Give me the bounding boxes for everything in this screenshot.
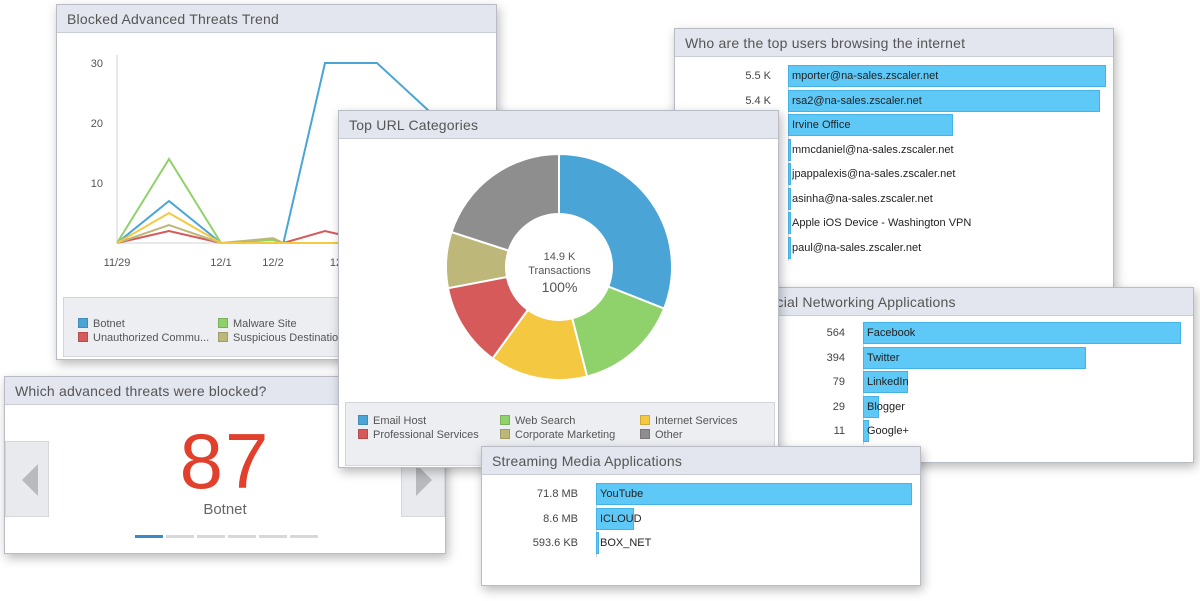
chevron-left-icon [22,464,38,496]
bar[interactable] [788,236,791,259]
bar-label[interactable]: mporter@na-sales.zscaler.net [792,70,939,82]
bar-value: 5.4 K [745,94,771,107]
y-tick-label: 10 [91,178,103,190]
legend-item-other[interactable]: Other [640,429,683,441]
bar[interactable] [863,346,1086,369]
pager-dot[interactable] [228,535,256,538]
bar-label[interactable]: mmcdaniel@na-sales.zscaler.net [792,143,954,156]
bar[interactable] [788,114,953,136]
legend-swatch [78,318,88,328]
bar-label[interactable]: rsa2@na-sales.zscaler.net [792,94,922,107]
x-tick-label: 12/1 [210,257,231,269]
bar-label[interactable]: ICLOUD [600,512,642,525]
legend-swatch [358,429,368,439]
bar-value: 593.6 KB [532,537,578,549]
legend-item-suspicious[interactable]: Suspicious Destinatio [218,332,338,344]
legend-swatch [78,332,88,342]
threats-trend-title: Blocked Advanced Threats Trend [57,5,496,33]
url-categories-donut [445,152,673,381]
bar-value: 8.6 MB [543,512,578,525]
bar[interactable] [863,420,869,442]
bar-label[interactable]: asinha@na-sales.zscaler.net [792,192,933,205]
legend-item-internet-services[interactable]: Internet Services [640,415,738,427]
pager-dot[interactable] [135,535,163,538]
bar-label[interactable]: Blogger [867,400,905,413]
bar-label[interactable]: BOX_NET [600,537,652,549]
bar-value: 5.5 K [745,70,771,82]
streaming-media-panel: Streaming Media Applications 71.8 MB YouT… [481,446,921,586]
bar[interactable] [788,89,1100,112]
legend-item-professional-services[interactable]: Professional Services [358,429,479,441]
donut-slice[interactable] [558,152,673,310]
bar-value: 564 [826,327,845,339]
bar-label[interactable]: Facebook [867,327,916,339]
social-networking-title: Social Networking Applications [749,288,1193,316]
legend-item-malware-site[interactable]: Malware Site [218,318,297,330]
bar-label[interactable]: Apple iOS Device - Washington VPN [792,217,972,229]
legend-swatch [500,415,510,425]
chevron-right-icon [416,464,432,496]
bar-label[interactable]: jpappalexis@na-sales.zscaler.net [792,168,956,180]
legend-item-unauthorized[interactable]: Unauthorized Commu... [78,332,209,344]
bar[interactable] [596,507,634,530]
bar[interactable] [863,322,1181,344]
pager-dot[interactable] [197,535,225,538]
pager-dot[interactable] [166,535,194,538]
legend-item-web-search[interactable]: Web Search [500,415,575,427]
previous-button[interactable] [5,441,49,517]
bar-label[interactable]: LinkedIn [867,376,909,388]
bar-label[interactable]: Twitter [867,351,900,364]
legend-item-corporate-marketing[interactable]: Corporate Marketing [500,429,615,441]
legend-item-email-host[interactable]: Email Host [358,415,426,427]
pager-dot[interactable] [290,535,318,538]
bar-label[interactable]: Irvine Office [792,119,851,131]
donut-center-label: Transactions [528,265,591,277]
y-tick-label: 20 [91,118,103,130]
blocked-count: 87 [179,417,271,505]
legend-swatch [218,332,228,342]
streaming-media-title: Streaming Media Applications [482,447,920,475]
x-tick-label: 12/2 [262,257,283,269]
bar[interactable] [596,532,599,554]
bar-value: 394 [826,351,845,364]
bar-value: 11 [833,425,845,437]
y-tick-label: 30 [91,58,103,70]
bar[interactable] [788,212,791,234]
x-tick-label: 11/29 [104,257,131,269]
bar-value: 29 [832,400,845,413]
bar-label[interactable]: paul@na-sales.zscaler.net [792,241,922,254]
bar[interactable] [788,65,1106,87]
legend-swatch [218,318,228,328]
bar[interactable] [788,163,791,185]
bar[interactable] [788,138,791,161]
bar-label[interactable]: Google+ [867,425,909,437]
pager-dot[interactable] [259,535,287,538]
bar[interactable] [863,395,879,418]
donut-slice[interactable] [450,152,560,252]
legend-swatch [500,429,510,439]
legend-swatch [640,429,650,439]
bar-value: 79 [832,376,845,388]
bar-label[interactable]: YouTube [600,488,644,500]
bar-value: 71.8 MB [537,488,578,500]
legend-swatch [640,415,650,425]
blocked-threat-type: Botnet [203,501,247,518]
donut-center-value: 14.9 K [543,251,576,263]
legend-item-botnet[interactable]: Botnet [78,318,125,330]
bar[interactable] [863,371,908,393]
donut-center-percent: 100% [541,279,578,295]
bar[interactable] [788,187,791,210]
url-categories-title: Top URL Categories [339,111,778,139]
bar[interactable] [596,483,912,505]
legend-swatch [358,415,368,425]
social-networking-panel: Social Networking Applications 564 Facebo… [748,287,1194,463]
top-users-title: Who are the top users browsing the inter… [675,29,1113,57]
url-categories-panel: Top URL Categories 14.9 K Transactions 1… [338,110,779,468]
